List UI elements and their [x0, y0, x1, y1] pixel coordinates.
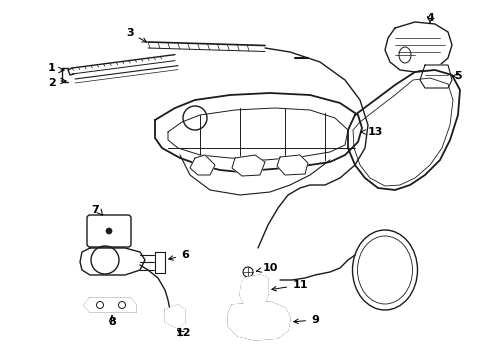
Text: 9: 9: [293, 315, 318, 325]
Polygon shape: [190, 155, 215, 175]
Polygon shape: [419, 65, 451, 88]
Polygon shape: [227, 302, 289, 340]
Text: 6: 6: [168, 250, 188, 260]
Text: 1: 1: [48, 63, 56, 73]
Text: 11: 11: [271, 280, 307, 291]
Text: 4: 4: [425, 13, 433, 23]
Polygon shape: [164, 305, 184, 328]
Polygon shape: [240, 275, 267, 308]
Text: 5: 5: [453, 71, 461, 81]
Text: 3: 3: [126, 28, 146, 42]
Polygon shape: [84, 298, 136, 312]
Polygon shape: [347, 70, 459, 190]
Text: 8: 8: [108, 317, 116, 327]
Polygon shape: [231, 155, 264, 176]
Circle shape: [106, 228, 112, 234]
Text: 10: 10: [256, 263, 277, 273]
Polygon shape: [155, 93, 361, 172]
Text: 12: 12: [175, 328, 190, 338]
Polygon shape: [155, 252, 164, 273]
Text: 7: 7: [91, 205, 99, 215]
Polygon shape: [80, 248, 145, 275]
Polygon shape: [276, 155, 307, 175]
Polygon shape: [384, 22, 451, 72]
Text: 2: 2: [48, 78, 56, 88]
Text: 13: 13: [360, 127, 382, 137]
